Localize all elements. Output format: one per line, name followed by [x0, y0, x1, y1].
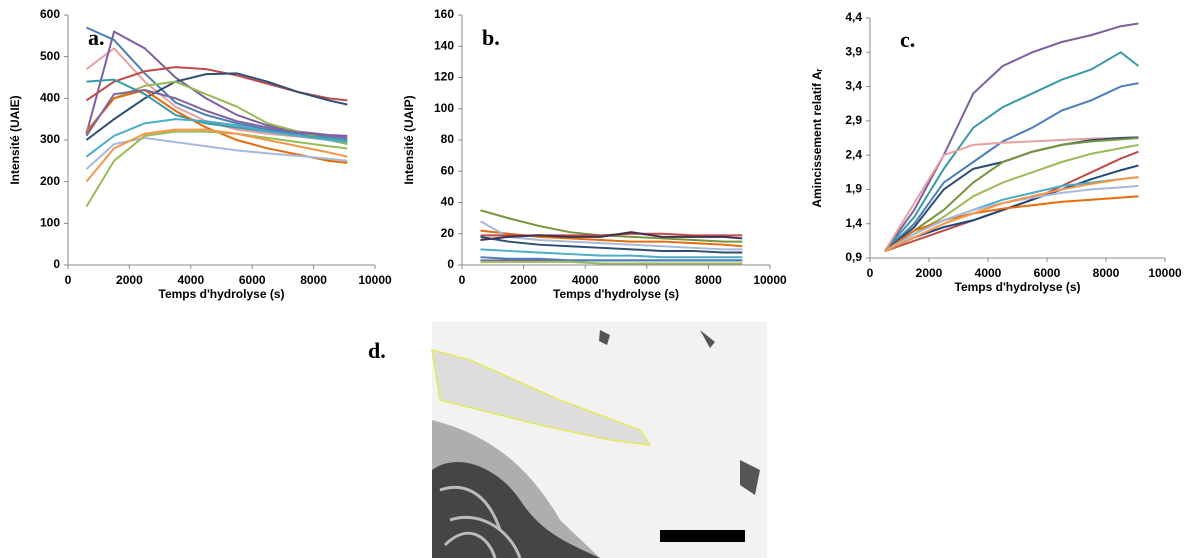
y-axis-label: Amincissement relatif Aᵣ	[810, 68, 824, 207]
y-axis-label: Intensité (UAIE)	[8, 95, 22, 184]
y-tick-label: 100	[434, 101, 454, 115]
x-tick-label: 8000	[300, 273, 327, 287]
panel-label: a.	[88, 25, 105, 50]
data-line	[85, 118, 348, 158]
y-tick-label: 3,9	[845, 44, 862, 58]
data-line	[883, 51, 1140, 252]
data-line	[480, 248, 743, 259]
image-debris	[599, 330, 760, 495]
x-tick-label: 4000	[572, 273, 599, 287]
y-tick-label: 400	[40, 91, 60, 105]
y-tick-label: 300	[40, 132, 60, 146]
y-tick-label: 0	[53, 257, 60, 271]
x-axis-label: Temps d'hydrolyse (s)	[955, 280, 1081, 294]
data-line	[480, 260, 743, 265]
y-tick-label: 120	[434, 70, 454, 84]
x-tick-label: 0	[867, 266, 874, 280]
y-tick-label: 100	[40, 216, 60, 230]
data-line	[85, 128, 348, 183]
data-line	[479, 220, 743, 251]
data-line	[883, 22, 1139, 252]
x-tick-label: 4000	[177, 273, 204, 287]
data-line	[480, 256, 743, 262]
x-tick-label: 6000	[633, 273, 660, 287]
data-line	[85, 88, 348, 139]
y-tick-label: 1,4	[845, 216, 862, 230]
x-tick-label: 8000	[695, 273, 722, 287]
y-tick-label: 600	[40, 7, 60, 21]
data-line	[884, 195, 1139, 252]
y-tick-label: 4,4	[845, 10, 862, 24]
y-tick-label: 200	[40, 174, 60, 188]
data-line	[85, 130, 348, 208]
data-line	[480, 209, 743, 243]
y-tick-label: 2,9	[845, 113, 862, 127]
scale-bar	[660, 530, 745, 542]
data-line	[85, 30, 348, 137]
x-tick-label: 6000	[239, 273, 266, 287]
y-tick-label: 3,4	[845, 79, 862, 93]
y-tick-label: 1,9	[845, 182, 862, 196]
data-line	[884, 137, 1139, 252]
y-tick-label: 0,9	[845, 250, 862, 264]
x-tick-label: 0	[65, 273, 72, 287]
y-tick-label: 40	[441, 195, 455, 209]
x-tick-label: 2000	[916, 266, 943, 280]
panel-label: d.	[368, 338, 386, 363]
data-line	[85, 72, 348, 141]
data-line	[884, 164, 1139, 253]
y-tick-label: 140	[434, 38, 454, 52]
x-tick-label: 2000	[116, 273, 143, 287]
y-tick-label: 2,4	[845, 147, 862, 161]
micrograph	[431, 322, 767, 558]
y-tick-label: 20	[441, 226, 455, 240]
y-tick-label: 500	[40, 49, 60, 63]
y-tick-label: 60	[441, 163, 455, 177]
y-tick-label: 80	[441, 132, 455, 146]
y-axis-label: Intensité (UAIP)	[402, 95, 416, 184]
x-tick-label: 10000	[1148, 266, 1182, 280]
data-line	[85, 80, 348, 146]
data-line	[884, 82, 1139, 252]
x-tick-label: 10000	[358, 273, 392, 287]
data-line	[480, 235, 743, 254]
data-line	[480, 231, 743, 241]
x-tick-label: 8000	[1093, 266, 1120, 280]
x-axis-label: Temps d'hydrolyse (s)	[553, 287, 679, 301]
data-line	[884, 176, 1139, 253]
y-tick-label: 0	[447, 257, 454, 271]
x-axis-label: Temps d'hydrolyse (s)	[159, 287, 285, 301]
panel-label: c.	[900, 27, 915, 52]
panel-label: b.	[482, 25, 500, 50]
x-tick-label: 0	[459, 273, 466, 287]
data-line	[85, 66, 348, 102]
x-tick-label: 4000	[975, 266, 1002, 280]
x-tick-label: 6000	[1034, 266, 1061, 280]
x-tick-label: 10000	[753, 273, 787, 287]
data-line	[86, 78, 348, 141]
image-fibre	[439, 485, 522, 558]
image-outline	[431, 348, 652, 446]
x-tick-label: 2000	[510, 273, 537, 287]
y-tick-label: 160	[434, 7, 454, 21]
